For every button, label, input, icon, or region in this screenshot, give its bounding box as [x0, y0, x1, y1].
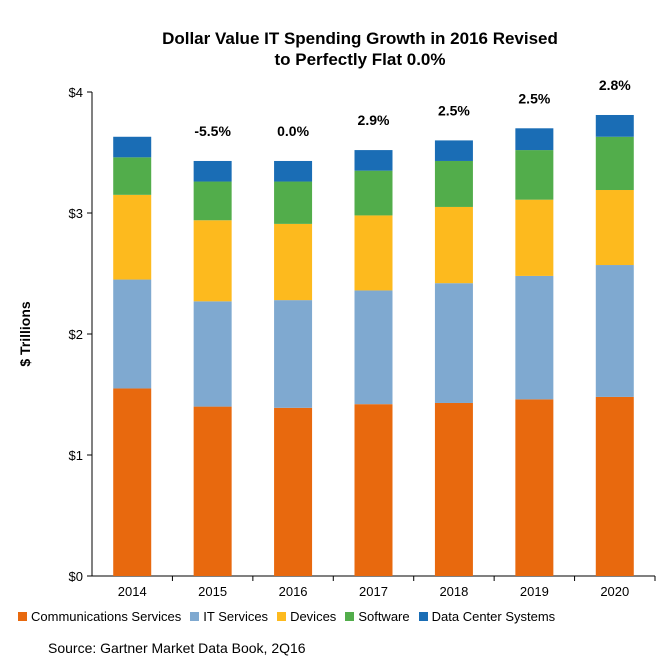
legend-swatch — [190, 612, 200, 621]
stacked-bar-chart: $0 $1 $2 $3 $4 $ Trillions 2014 2015 -5.5% 2016 0.… — [17, 77, 656, 599]
growth-data-label: 2.5% — [518, 90, 550, 106]
legend-label: Devices — [290, 609, 337, 624]
bar-segment-software — [595, 136, 634, 191]
source-note: Source: Gartner Market Data Book, 2Q16 — [48, 640, 306, 656]
bar-segment-devices — [274, 223, 313, 301]
growth-data-label: 0.0% — [277, 123, 309, 139]
bar-segment-data-center-systems — [354, 150, 393, 171]
y-tick-label: $4 — [69, 85, 83, 100]
y-tick-label: $2 — [69, 327, 83, 342]
bar-segment-it-services — [354, 290, 393, 405]
legend-label: Communications Services — [31, 609, 182, 624]
bar-segment-devices — [515, 199, 554, 276]
x-tick-label: 2016 — [279, 584, 308, 599]
growth-data-label: 2.9% — [358, 112, 390, 128]
legend-swatch — [418, 612, 428, 621]
bar-segment-it-services — [595, 265, 634, 397]
x-tick-label: 2020 — [600, 584, 629, 599]
y-tick-label: $1 — [69, 448, 83, 463]
bar-segment-software — [354, 170, 393, 216]
bar-segment-it-services — [434, 283, 473, 403]
bar-segment-data-center-systems — [274, 160, 313, 182]
bar-segment-data-center-systems — [515, 128, 554, 151]
x-tick-label: 2019 — [520, 584, 549, 599]
y-axis-title: $ Trillions — [17, 301, 33, 367]
bar-segment-data-center-systems — [434, 140, 473, 161]
bar-segment-communications-services — [595, 396, 634, 576]
bar-segment-software — [193, 181, 232, 221]
bar-segment-software — [434, 160, 473, 207]
chart-title-line-2: to Perfectly Flat 0.0% — [274, 50, 446, 69]
legend-swatch — [345, 612, 355, 621]
bar-segment-software — [113, 157, 152, 195]
y-tick-label: $3 — [69, 206, 83, 221]
legend-label: Software — [358, 609, 410, 624]
bar-segment-it-services — [274, 300, 313, 408]
legend-swatch — [18, 612, 27, 621]
legend-item: IT Services — [190, 609, 268, 624]
legend-label: IT Services — [203, 609, 269, 624]
bar-segment-devices — [434, 206, 473, 284]
x-tick-label: 2017 — [359, 584, 388, 599]
legend-item: Communications Services — [18, 609, 181, 624]
x-tick-label: 2015 — [198, 584, 227, 599]
legend-item: Devices — [277, 609, 336, 624]
bar-segment-communications-services — [113, 388, 152, 576]
bar-segment-devices — [113, 194, 152, 280]
legend-label: Data Center Systems — [431, 609, 556, 624]
bar-segment-software — [274, 181, 313, 224]
bar-segment-it-services — [515, 275, 554, 400]
bar-segment-data-center-systems — [193, 160, 232, 182]
bar-segment-communications-services — [354, 404, 393, 576]
x-tick-label: 2014 — [118, 584, 147, 599]
bar-segment-devices — [354, 215, 393, 291]
bar-segment-communications-services — [515, 399, 554, 576]
bar-segment-it-services — [193, 301, 232, 407]
bar-segment-communications-services — [193, 406, 232, 576]
legend-item: Data Center Systems — [418, 609, 556, 624]
legend-item: Software — [345, 609, 410, 624]
chart-legend: Communications Services IT Services Device… — [18, 609, 668, 624]
x-tick-label: 2018 — [439, 584, 468, 599]
chart-title-line-1: Dollar Value IT Spending Growth in 2016 … — [162, 29, 558, 48]
bar-segment-data-center-systems — [113, 136, 152, 158]
bar-segment-software — [515, 150, 554, 200]
bar-segment-devices — [595, 190, 634, 266]
chart-title: Dollar Value IT Spending Growth in 2016 … — [60, 28, 660, 70]
bar-segment-data-center-systems — [595, 114, 634, 137]
growth-data-label: 2.5% — [438, 102, 470, 118]
bar-segment-it-services — [113, 279, 152, 389]
growth-data-label: 2.8% — [599, 77, 631, 93]
legend-swatch — [277, 612, 287, 621]
bar-segment-devices — [193, 220, 232, 302]
growth-data-label: -5.5% — [194, 123, 231, 139]
bar-segment-communications-services — [434, 402, 473, 576]
bar-segment-communications-services — [274, 407, 313, 576]
y-tick-label: $0 — [69, 569, 83, 584]
